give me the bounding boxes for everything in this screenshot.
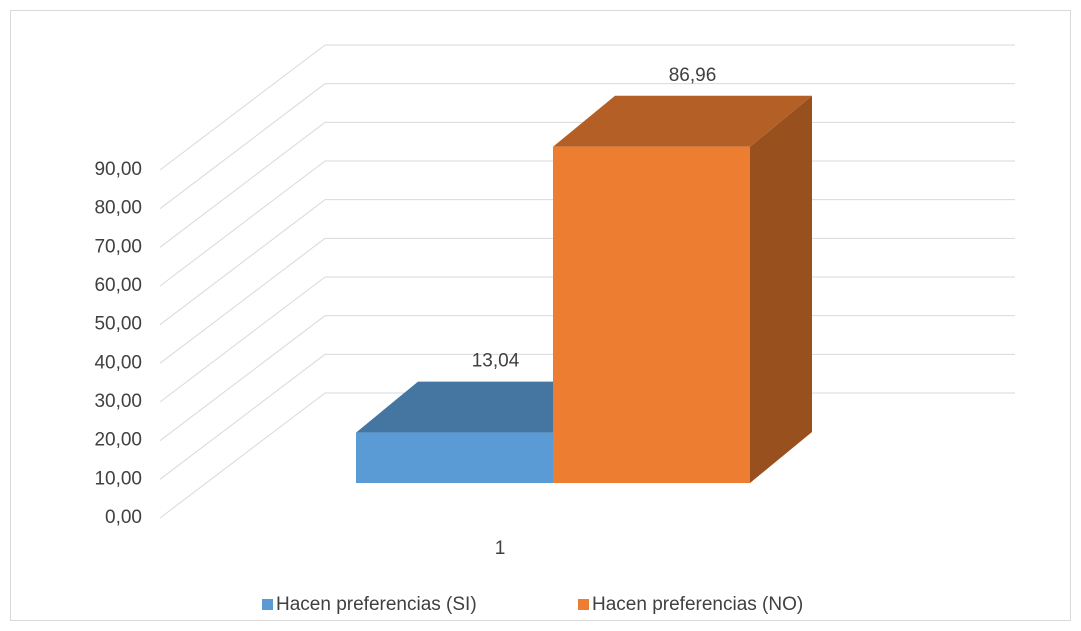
y-tick-label: 40,00 [94, 352, 142, 373]
bar-side [750, 95, 812, 483]
y-tick-label: 20,00 [94, 430, 142, 451]
legend-swatch [578, 599, 589, 610]
y-tick-label: 0,00 [105, 507, 142, 528]
y-tick-label: 30,00 [94, 391, 142, 412]
bar [553, 146, 750, 483]
legend-label: Hacen preferencias (NO) [592, 594, 803, 615]
grid-line [159, 237, 326, 364]
grid-line [159, 121, 326, 248]
y-tick-label: 90,00 [94, 159, 142, 180]
x-tick-label: 1 [495, 538, 506, 559]
y-tick-label: 50,00 [94, 314, 142, 335]
bar [356, 432, 553, 483]
legend-label: Hacen preferencias (SI) [276, 594, 477, 615]
grid-line [159, 392, 326, 519]
bar-top [356, 381, 615, 433]
y-tick-label: 60,00 [94, 275, 142, 296]
grid-line [159, 44, 326, 171]
data-label: 86,96 [669, 65, 717, 86]
y-tick-label: 70,00 [94, 236, 142, 257]
grid-line [159, 160, 326, 287]
grid-line [159, 83, 326, 210]
grid-line [159, 353, 326, 480]
bar-top [553, 95, 812, 147]
grid-line [159, 276, 326, 403]
data-label: 13,04 [472, 351, 520, 372]
y-tick-label: 80,00 [94, 198, 142, 219]
y-tick-label: 10,00 [94, 468, 142, 489]
grid-line [159, 199, 326, 326]
legend-swatch [262, 599, 273, 610]
grid-line [159, 315, 326, 442]
